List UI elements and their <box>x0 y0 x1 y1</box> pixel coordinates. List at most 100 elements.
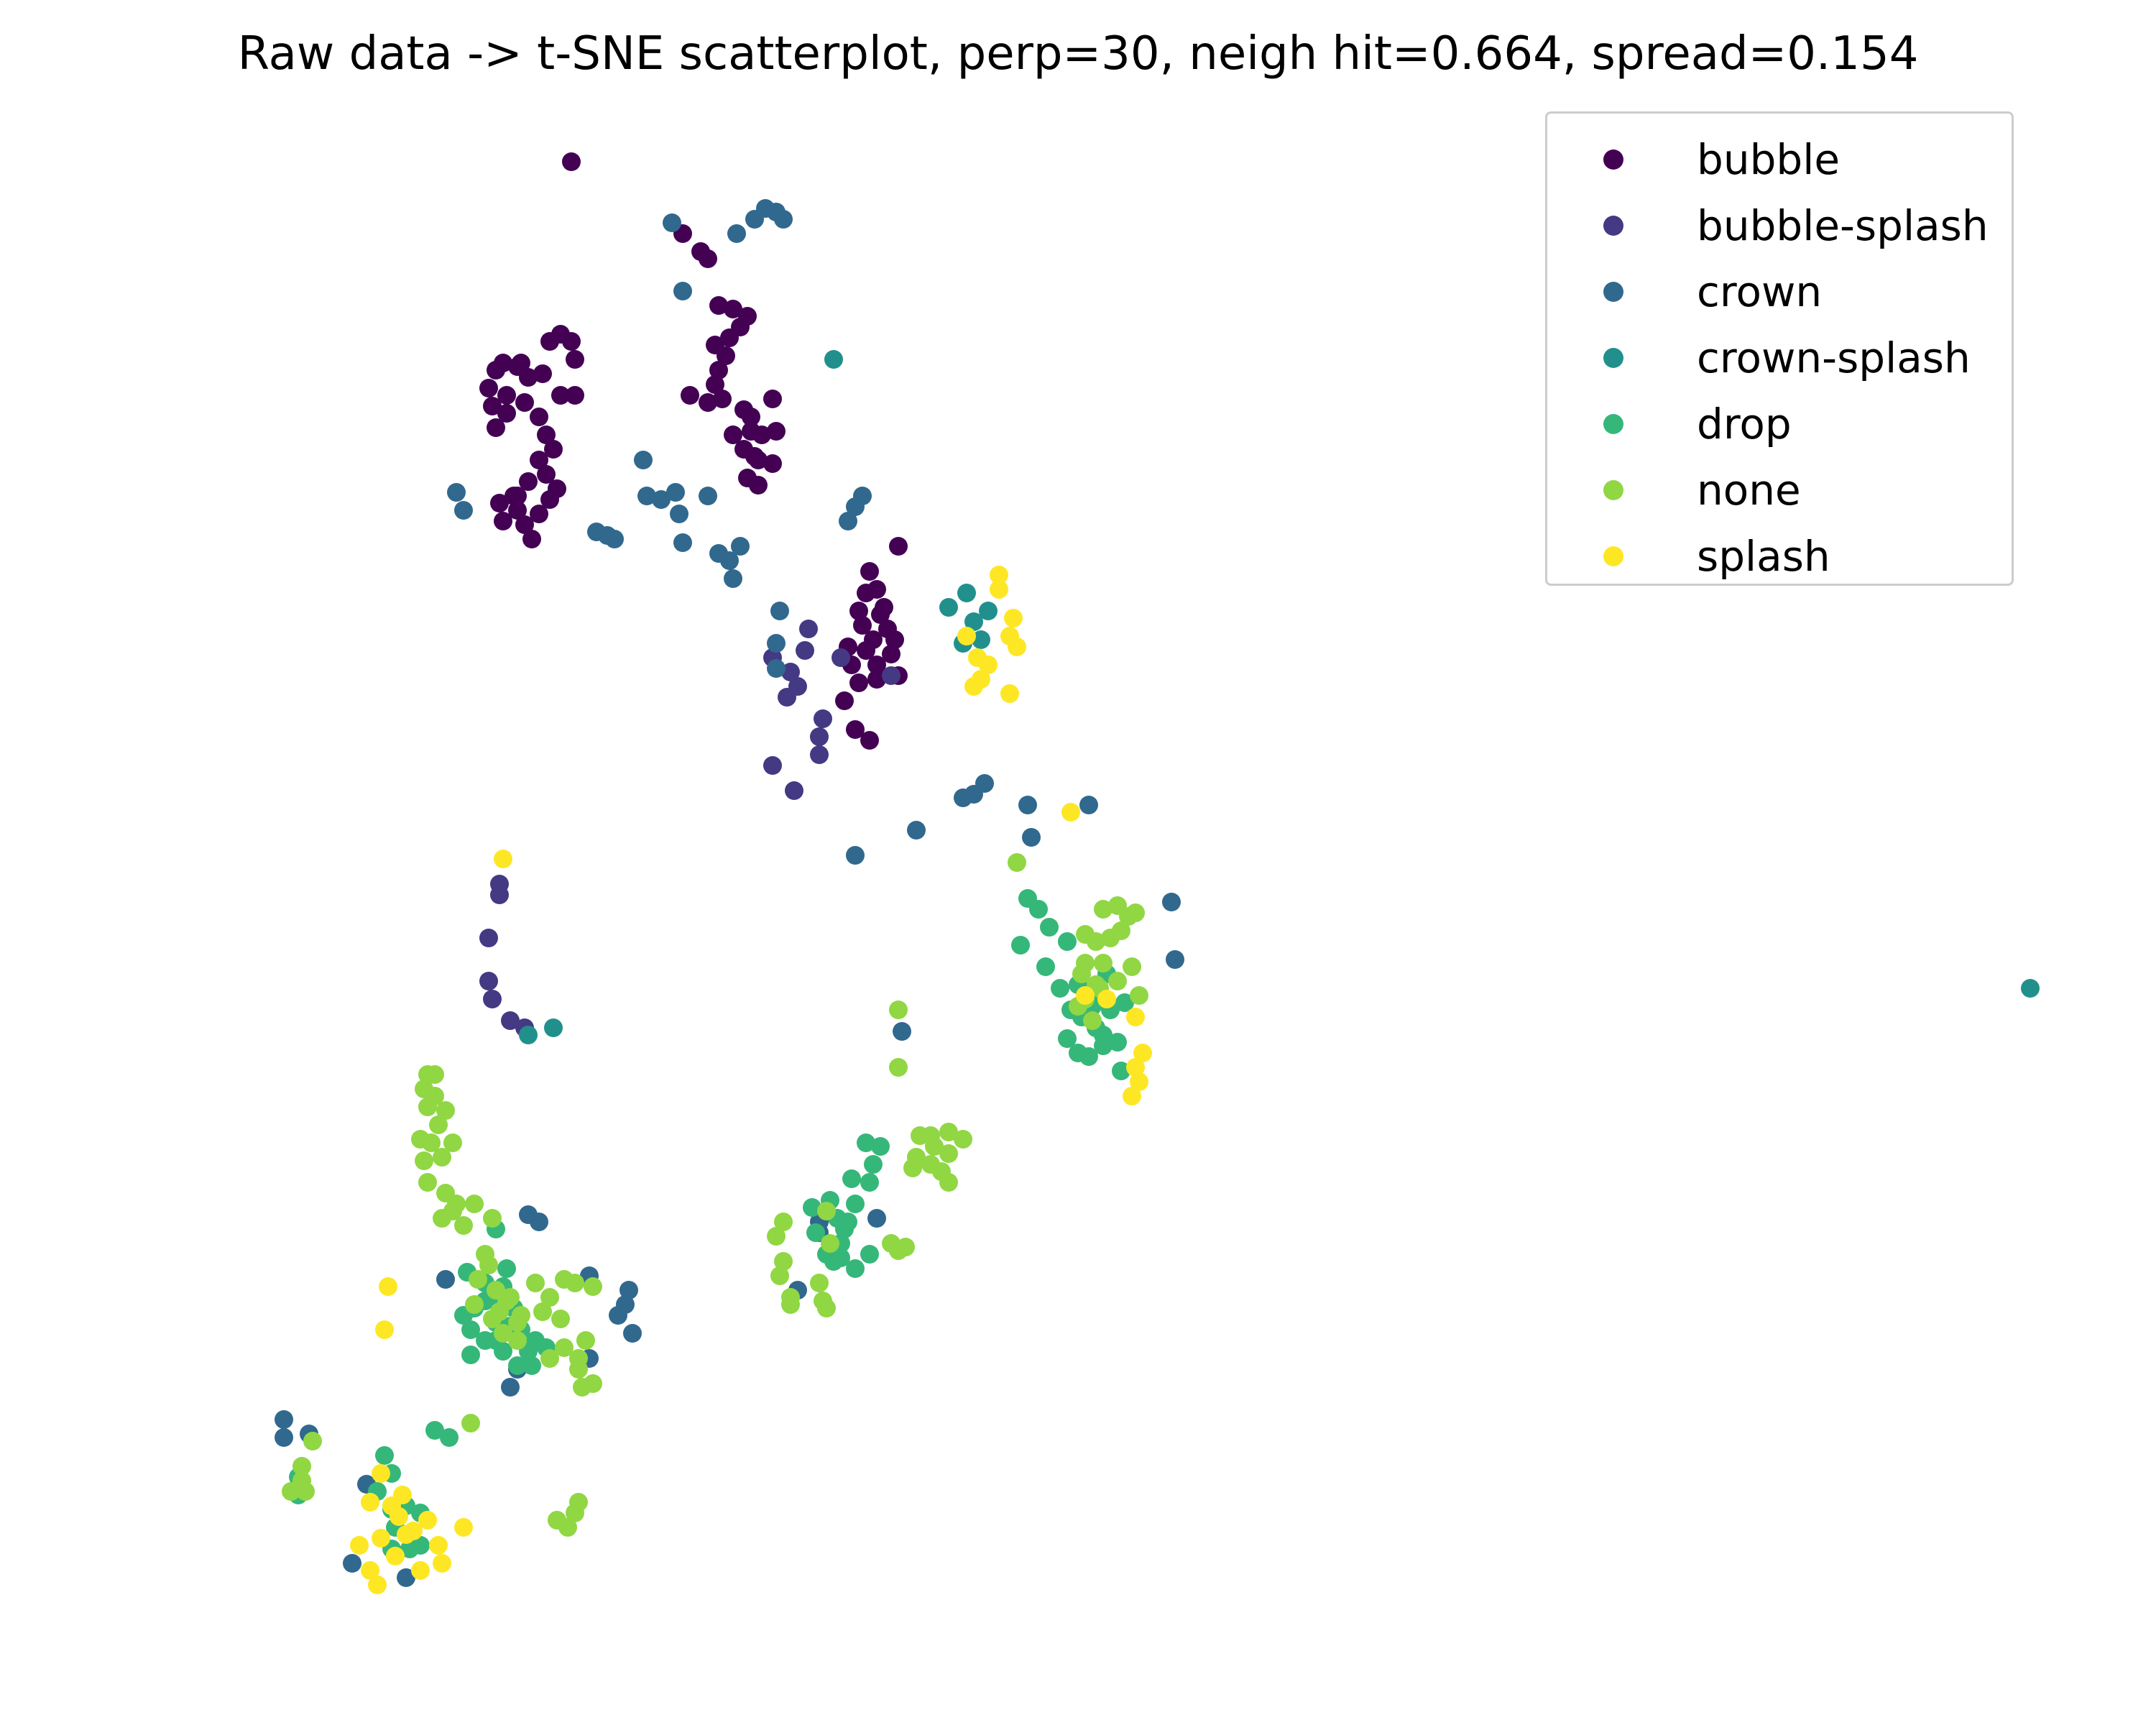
point-splash-29 <box>429 1536 448 1555</box>
series-none <box>282 853 1148 1537</box>
point-bubble-47 <box>537 465 556 484</box>
point-bubble-36 <box>519 368 538 387</box>
point-crown-33 <box>1022 828 1041 847</box>
point-bubble-71 <box>882 645 900 663</box>
point-bubble-61 <box>508 487 527 505</box>
point-crown-38 <box>1162 893 1181 911</box>
point-bubble-25 <box>767 422 786 441</box>
legend-label-drop: drop <box>1697 400 1792 448</box>
point-crown-splash-1 <box>939 598 958 617</box>
legend-marker-none <box>1603 480 1623 500</box>
point-none-27 <box>954 1130 972 1149</box>
legend-label-bubble-splash: bubble-splash <box>1697 201 1989 250</box>
point-drop-40 <box>842 1169 861 1188</box>
point-crown-19 <box>731 537 750 556</box>
point-drop-36 <box>846 1259 865 1278</box>
point-bubble-splash-3 <box>781 663 800 681</box>
point-bubble-4 <box>709 296 728 315</box>
point-none-63 <box>454 1216 473 1235</box>
point-crown-37 <box>893 1022 911 1041</box>
point-bubble-splash-15 <box>479 929 498 947</box>
series-crown <box>275 199 1184 1587</box>
point-crown-6 <box>673 282 692 300</box>
point-crown-55 <box>275 1410 293 1429</box>
point-none-74 <box>526 1274 545 1292</box>
point-crown-13 <box>637 487 656 505</box>
point-splash-2 <box>1004 609 1023 627</box>
series-drop <box>289 889 1134 1558</box>
point-drop-18 <box>1079 1047 1098 1066</box>
point-none-80 <box>540 1349 559 1368</box>
point-splash-26 <box>393 1486 412 1504</box>
point-crown-12 <box>634 451 653 469</box>
point-drop-74 <box>411 1536 430 1555</box>
point-crown-36 <box>907 821 926 840</box>
point-none-83 <box>497 1292 516 1310</box>
point-none-33 <box>774 1213 793 1231</box>
point-drop-66 <box>375 1446 394 1465</box>
legend-entry-crown-splash: crown-splash <box>1547 325 2012 391</box>
point-none-10 <box>1108 972 1127 990</box>
point-crown-splash-7 <box>544 1018 563 1037</box>
point-crown-56 <box>275 1428 293 1447</box>
point-bubble-79 <box>857 584 875 602</box>
point-splash-14 <box>1126 1008 1145 1026</box>
point-none-26 <box>939 1144 958 1163</box>
point-none-16 <box>1123 957 1141 976</box>
point-none-9 <box>1094 954 1112 972</box>
point-drop-39 <box>831 1248 850 1267</box>
point-crown-splash-5 <box>972 630 990 649</box>
point-bubble-32 <box>566 350 584 369</box>
point-drop-26 <box>860 1173 879 1192</box>
point-crown-48 <box>619 1281 638 1300</box>
point-crown-54 <box>501 1378 520 1397</box>
point-none-34 <box>817 1202 836 1220</box>
point-none-68 <box>469 1270 487 1289</box>
point-splash-35 <box>386 1547 405 1565</box>
point-drop-11 <box>1058 1029 1077 1048</box>
point-splash-22 <box>372 1464 390 1483</box>
point-bubble-splash-18 <box>501 1011 520 1030</box>
point-bubble-splash-11 <box>785 781 803 800</box>
point-drop-38 <box>860 1245 879 1264</box>
point-none-45 <box>889 1241 908 1260</box>
point-drop-3 <box>1011 936 1030 954</box>
point-splash-32 <box>350 1536 369 1555</box>
point-crown-35 <box>846 846 865 865</box>
chart-title: Raw data -> t-SNE scatterplot, perp=30, … <box>237 27 1919 80</box>
point-crown-41 <box>530 1213 548 1231</box>
point-none-6 <box>1087 932 1105 951</box>
point-none-70 <box>465 1295 484 1314</box>
point-crown-8 <box>454 501 473 520</box>
point-none-64 <box>433 1209 451 1228</box>
series-splash <box>350 566 1152 1594</box>
point-bubble-46 <box>530 451 548 469</box>
point-none-85 <box>508 1331 527 1350</box>
point-bubble-10 <box>717 346 735 365</box>
point-crown-46 <box>436 1270 455 1289</box>
point-bubble-41 <box>515 393 534 412</box>
point-none-99 <box>292 1457 311 1476</box>
point-none-65 <box>483 1209 502 1228</box>
point-none-15 <box>1076 954 1095 972</box>
point-crown-24 <box>767 634 786 653</box>
point-bubble-34 <box>494 354 512 372</box>
point-none-39 <box>781 1295 800 1314</box>
point-crown-5 <box>727 224 746 243</box>
point-bubble-splash-7 <box>814 709 832 728</box>
point-bubble-78 <box>885 630 904 649</box>
point-drop-65 <box>440 1428 459 1447</box>
point-bubble-splash-0 <box>799 620 818 638</box>
point-splash-38 <box>411 1561 430 1580</box>
point-none-51 <box>418 1098 437 1116</box>
legend-entry-bubble: bubble <box>1547 126 2012 193</box>
point-none-25 <box>911 1126 929 1145</box>
series-bubble <box>479 152 908 750</box>
point-drop-27 <box>806 1223 825 1242</box>
point-bubble-3 <box>699 249 717 268</box>
point-bubble-splash-6 <box>831 648 850 667</box>
point-drop-25 <box>864 1155 883 1174</box>
point-crown-splash-2 <box>957 584 976 602</box>
legend-entry-drop: drop <box>1547 391 2012 457</box>
point-none-103 <box>889 1000 908 1019</box>
